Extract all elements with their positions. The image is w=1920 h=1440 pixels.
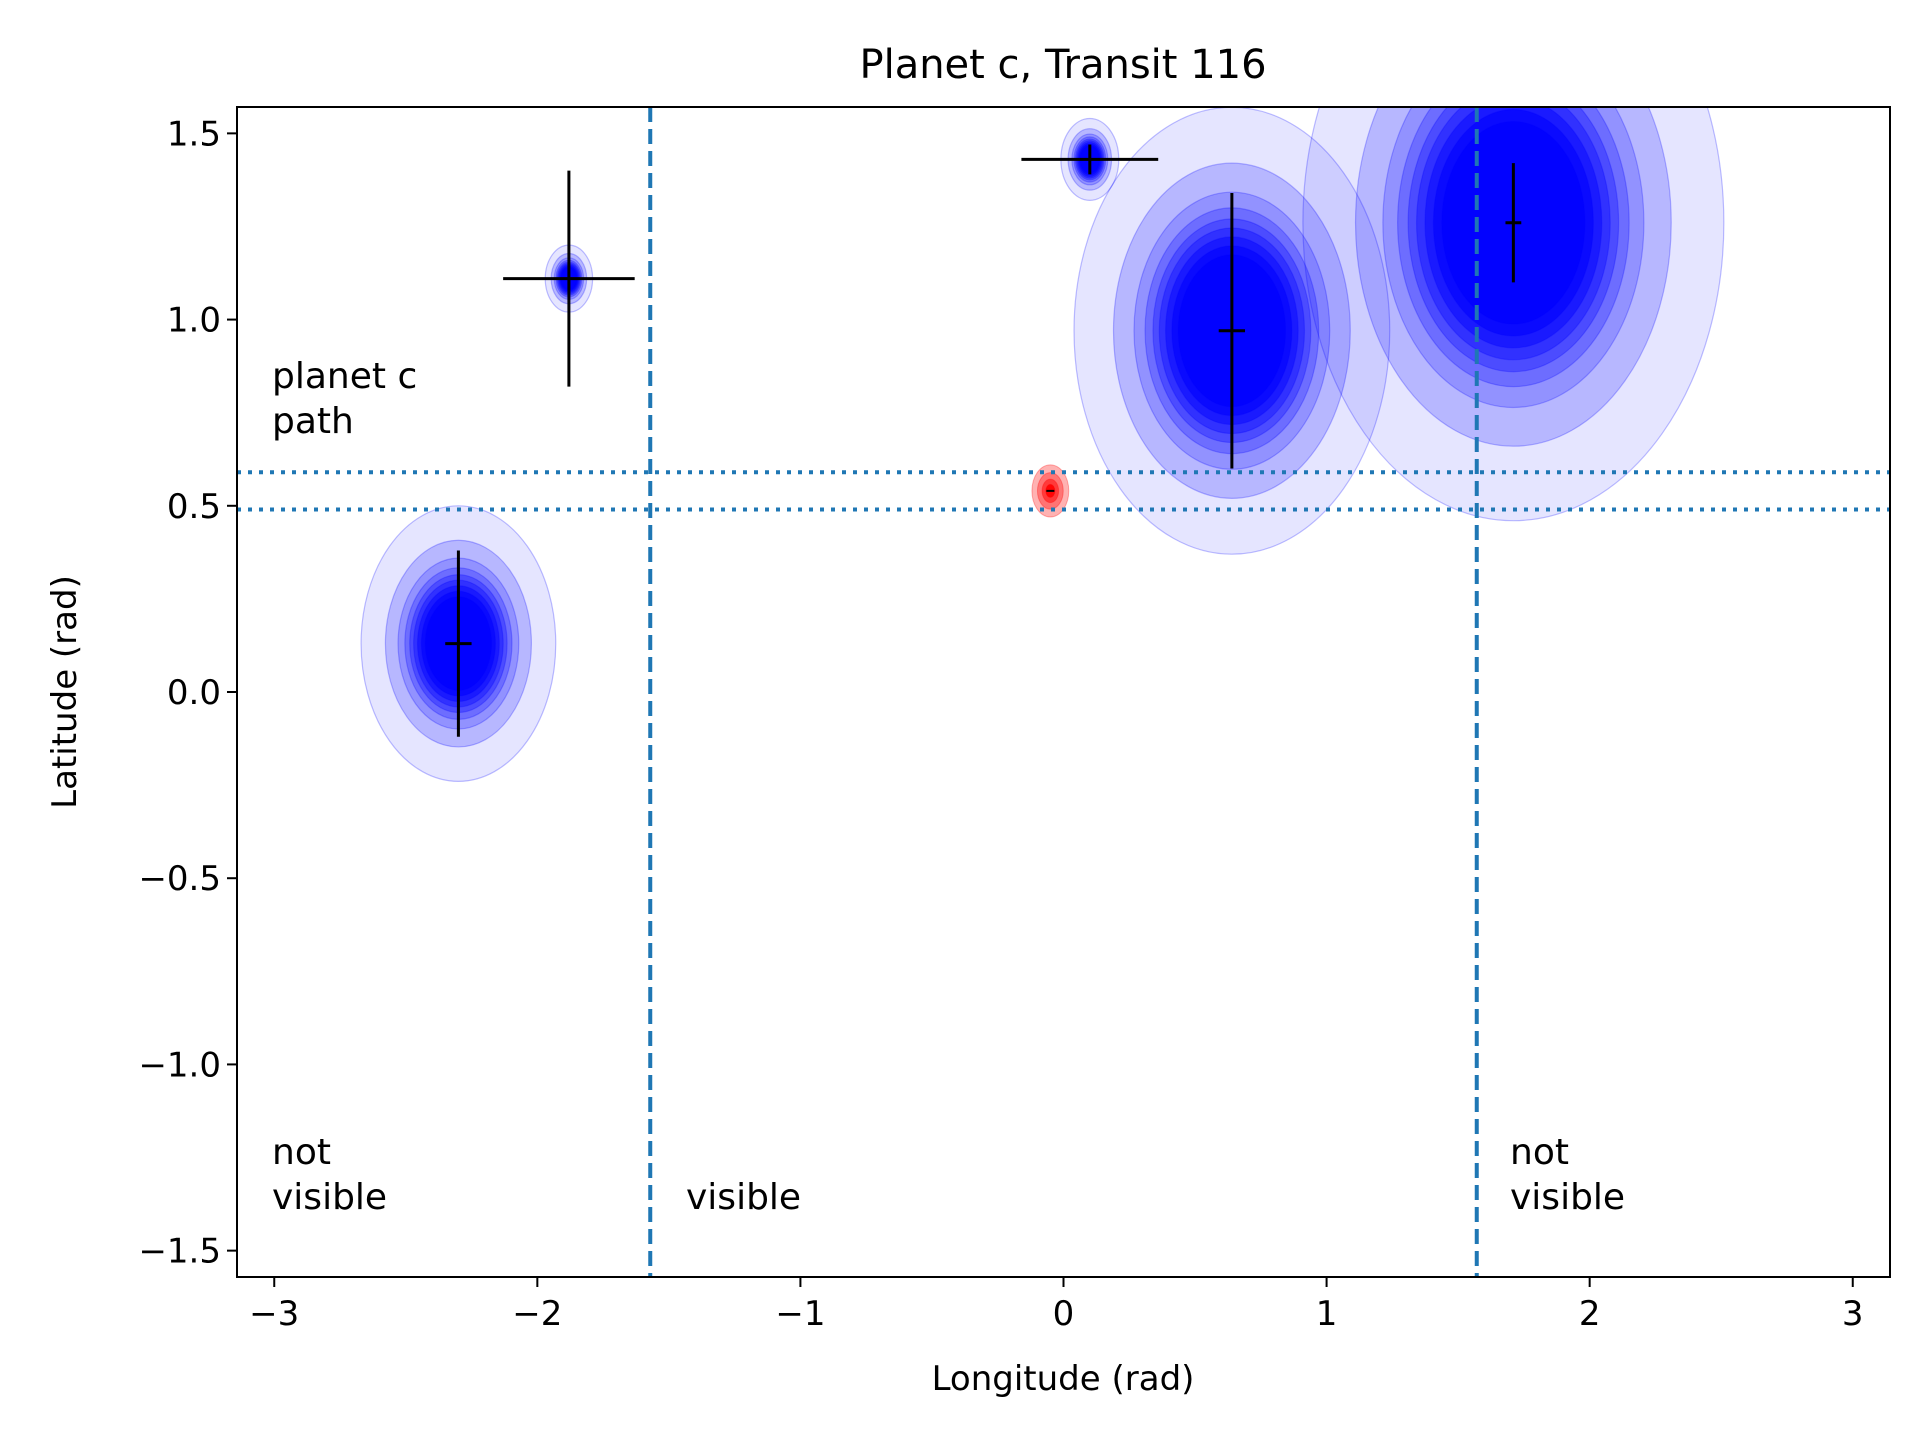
y-tick-label: 0.0 <box>167 673 221 713</box>
y-tick-label: 1.0 <box>167 301 221 341</box>
x-tick-label: −1 <box>775 1294 825 1334</box>
y-tick-label: −1.5 <box>138 1232 221 1272</box>
y-tick-label: 1.5 <box>167 114 221 154</box>
spot-1-error-bars <box>445 550 472 737</box>
planet-marker <box>1031 464 1070 518</box>
spot-5-error-bars <box>1505 163 1522 283</box>
spot-1 <box>360 505 557 782</box>
visible-label: visible <box>686 1177 801 1218</box>
left-not-visible-line1: not <box>272 1132 331 1173</box>
x-axis-label: Longitude (rad) <box>932 1359 1195 1399</box>
planet-path-label-line2: path <box>272 401 354 442</box>
y-tick-label: −1.0 <box>138 1045 221 1085</box>
x-tick-label: 3 <box>1842 1294 1864 1334</box>
y-axis-label: Latitude (rad) <box>45 575 85 809</box>
chart-title: Planet c, Transit 116 <box>859 42 1266 88</box>
y-tick-label: 0.5 <box>167 487 221 527</box>
spot-3-error-bars <box>1021 144 1159 175</box>
spot-2-error-bars <box>503 170 635 387</box>
right-not-visible-line2: visible <box>1510 1177 1625 1218</box>
y-tick-label: −0.5 <box>138 859 221 899</box>
x-tick-label: 2 <box>1579 1294 1601 1334</box>
spot-4-error-bars <box>1218 192 1246 469</box>
right-not-visible-line1: not <box>1510 1132 1569 1173</box>
x-tick-label: −2 <box>512 1294 562 1334</box>
x-tick-label: 1 <box>1316 1294 1338 1334</box>
left-not-visible-line2: visible <box>272 1177 387 1218</box>
x-tick-label: 0 <box>1053 1294 1075 1334</box>
x-tick-label: −3 <box>249 1294 299 1334</box>
planet-path-label-line1: planet c <box>272 356 417 397</box>
